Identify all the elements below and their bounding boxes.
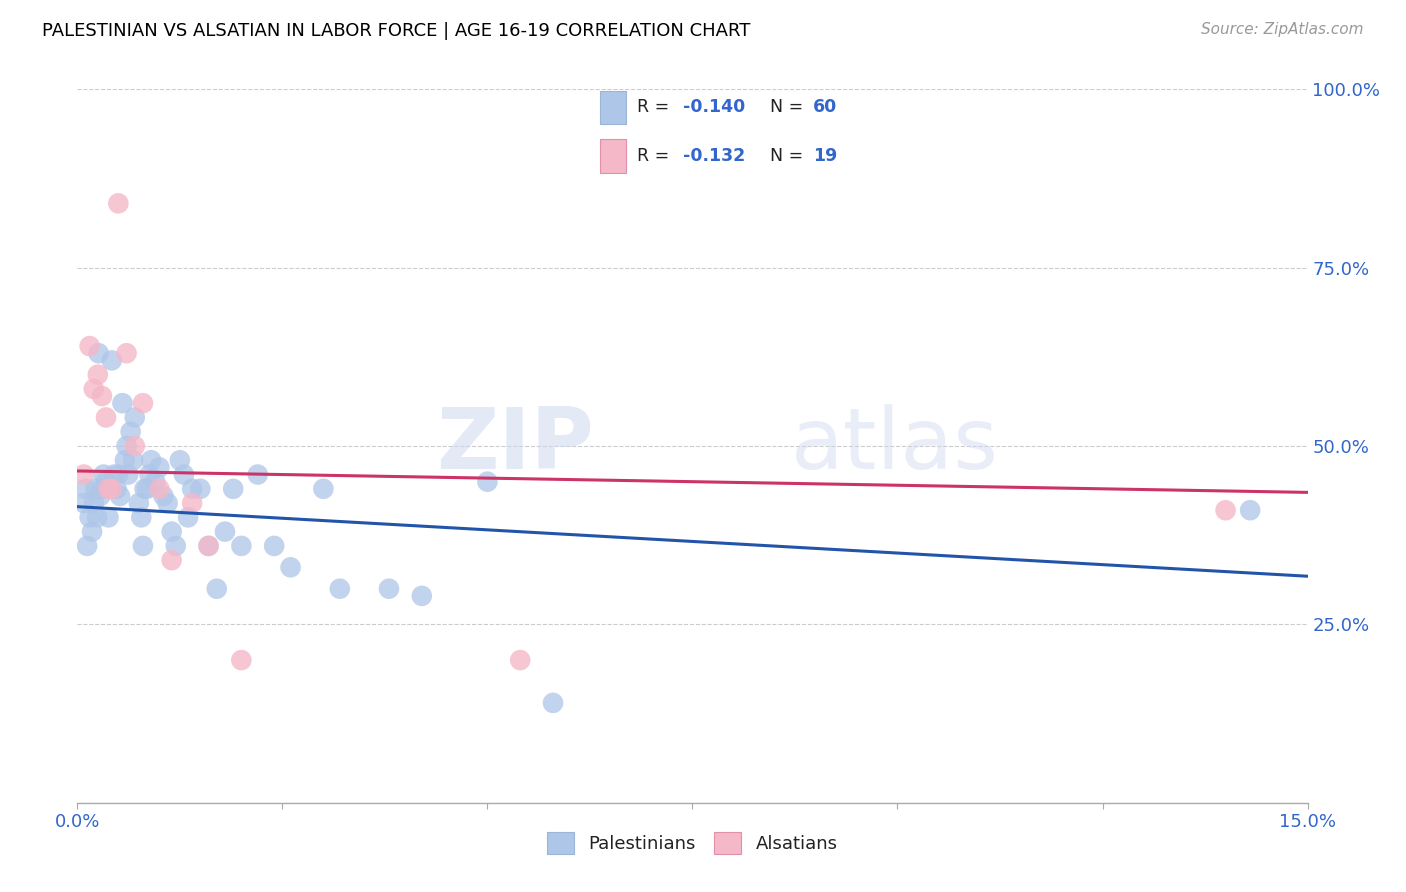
Point [87, 346, 110, 360]
Point [82, 524, 104, 539]
Point [165, 539, 187, 553]
Point [509, 653, 531, 667]
Point [136, 482, 159, 496]
Point [181, 482, 204, 496]
Legend: Palestinians, Alsatians: Palestinians, Alsatians [540, 825, 845, 862]
Point [231, 653, 253, 667]
Point [148, 482, 170, 496]
Point [124, 410, 146, 425]
Point [101, 482, 124, 496]
Point [114, 453, 136, 467]
Point [89, 489, 111, 503]
Text: Source: ZipAtlas.com: Source: ZipAtlas.com [1201, 22, 1364, 37]
Point [115, 346, 138, 360]
Point [94, 410, 117, 425]
Point [73, 467, 96, 482]
Point [411, 589, 433, 603]
Point [90, 389, 114, 403]
Bar [600, 91, 626, 124]
Point [329, 582, 352, 596]
Point [214, 524, 236, 539]
Point [86, 510, 108, 524]
Point [79, 510, 101, 524]
Point [120, 425, 142, 439]
Point [231, 539, 253, 553]
Point [138, 467, 160, 482]
Text: N =: N = [770, 147, 808, 165]
Point [103, 467, 125, 482]
Text: -0.132: -0.132 [683, 147, 745, 165]
Point [122, 453, 145, 467]
Point [134, 482, 156, 496]
Point [90, 482, 114, 496]
Point [169, 453, 191, 467]
Text: -0.140: -0.140 [683, 98, 745, 116]
Point [73, 496, 96, 510]
Point [1239, 503, 1261, 517]
Point [84, 482, 107, 496]
Point [97, 482, 120, 496]
Point [160, 524, 183, 539]
Point [107, 467, 129, 482]
Point [132, 539, 155, 553]
Point [177, 510, 200, 524]
Text: 60: 60 [813, 98, 838, 116]
Point [263, 539, 285, 553]
Point [115, 439, 138, 453]
Point [152, 489, 174, 503]
Point [132, 396, 155, 410]
Point [312, 482, 335, 496]
Point [101, 353, 124, 368]
Point [97, 510, 120, 524]
Point [105, 482, 128, 496]
Point [188, 482, 212, 496]
Point [124, 439, 146, 453]
Text: 19: 19 [813, 147, 838, 165]
Text: R =: R = [637, 147, 675, 165]
Bar [600, 139, 626, 173]
Point [83, 382, 105, 396]
Point [83, 496, 105, 510]
Point [181, 496, 204, 510]
Point [87, 368, 110, 382]
Text: PALESTINIAN VS ALSATIAN IN LABOR FORCE | AGE 16-19 CORRELATION CHART: PALESTINIAN VS ALSATIAN IN LABOR FORCE |… [42, 22, 751, 40]
Point [156, 496, 179, 510]
Point [141, 453, 163, 467]
Point [148, 460, 170, 475]
Point [108, 489, 131, 503]
Point [76, 539, 98, 553]
Text: R =: R = [637, 98, 675, 116]
Point [477, 475, 499, 489]
Point [93, 467, 115, 482]
Point [98, 482, 121, 496]
Point [541, 696, 564, 710]
Point [246, 467, 269, 482]
Point [222, 482, 245, 496]
Point [107, 196, 129, 211]
Point [1215, 503, 1237, 517]
Point [75, 482, 97, 496]
Point [197, 539, 219, 553]
Text: N =: N = [770, 98, 808, 116]
Text: ZIP: ZIP [436, 404, 595, 488]
Point [79, 339, 101, 353]
Point [378, 582, 401, 596]
Point [117, 467, 139, 482]
Point [128, 496, 150, 510]
Point [143, 475, 166, 489]
Point [111, 396, 134, 410]
Point [197, 539, 219, 553]
Point [94, 475, 117, 489]
Point [173, 467, 195, 482]
Point [280, 560, 302, 574]
Point [160, 553, 183, 567]
Point [205, 582, 228, 596]
Point [129, 510, 153, 524]
Text: atlas: atlas [792, 404, 998, 488]
